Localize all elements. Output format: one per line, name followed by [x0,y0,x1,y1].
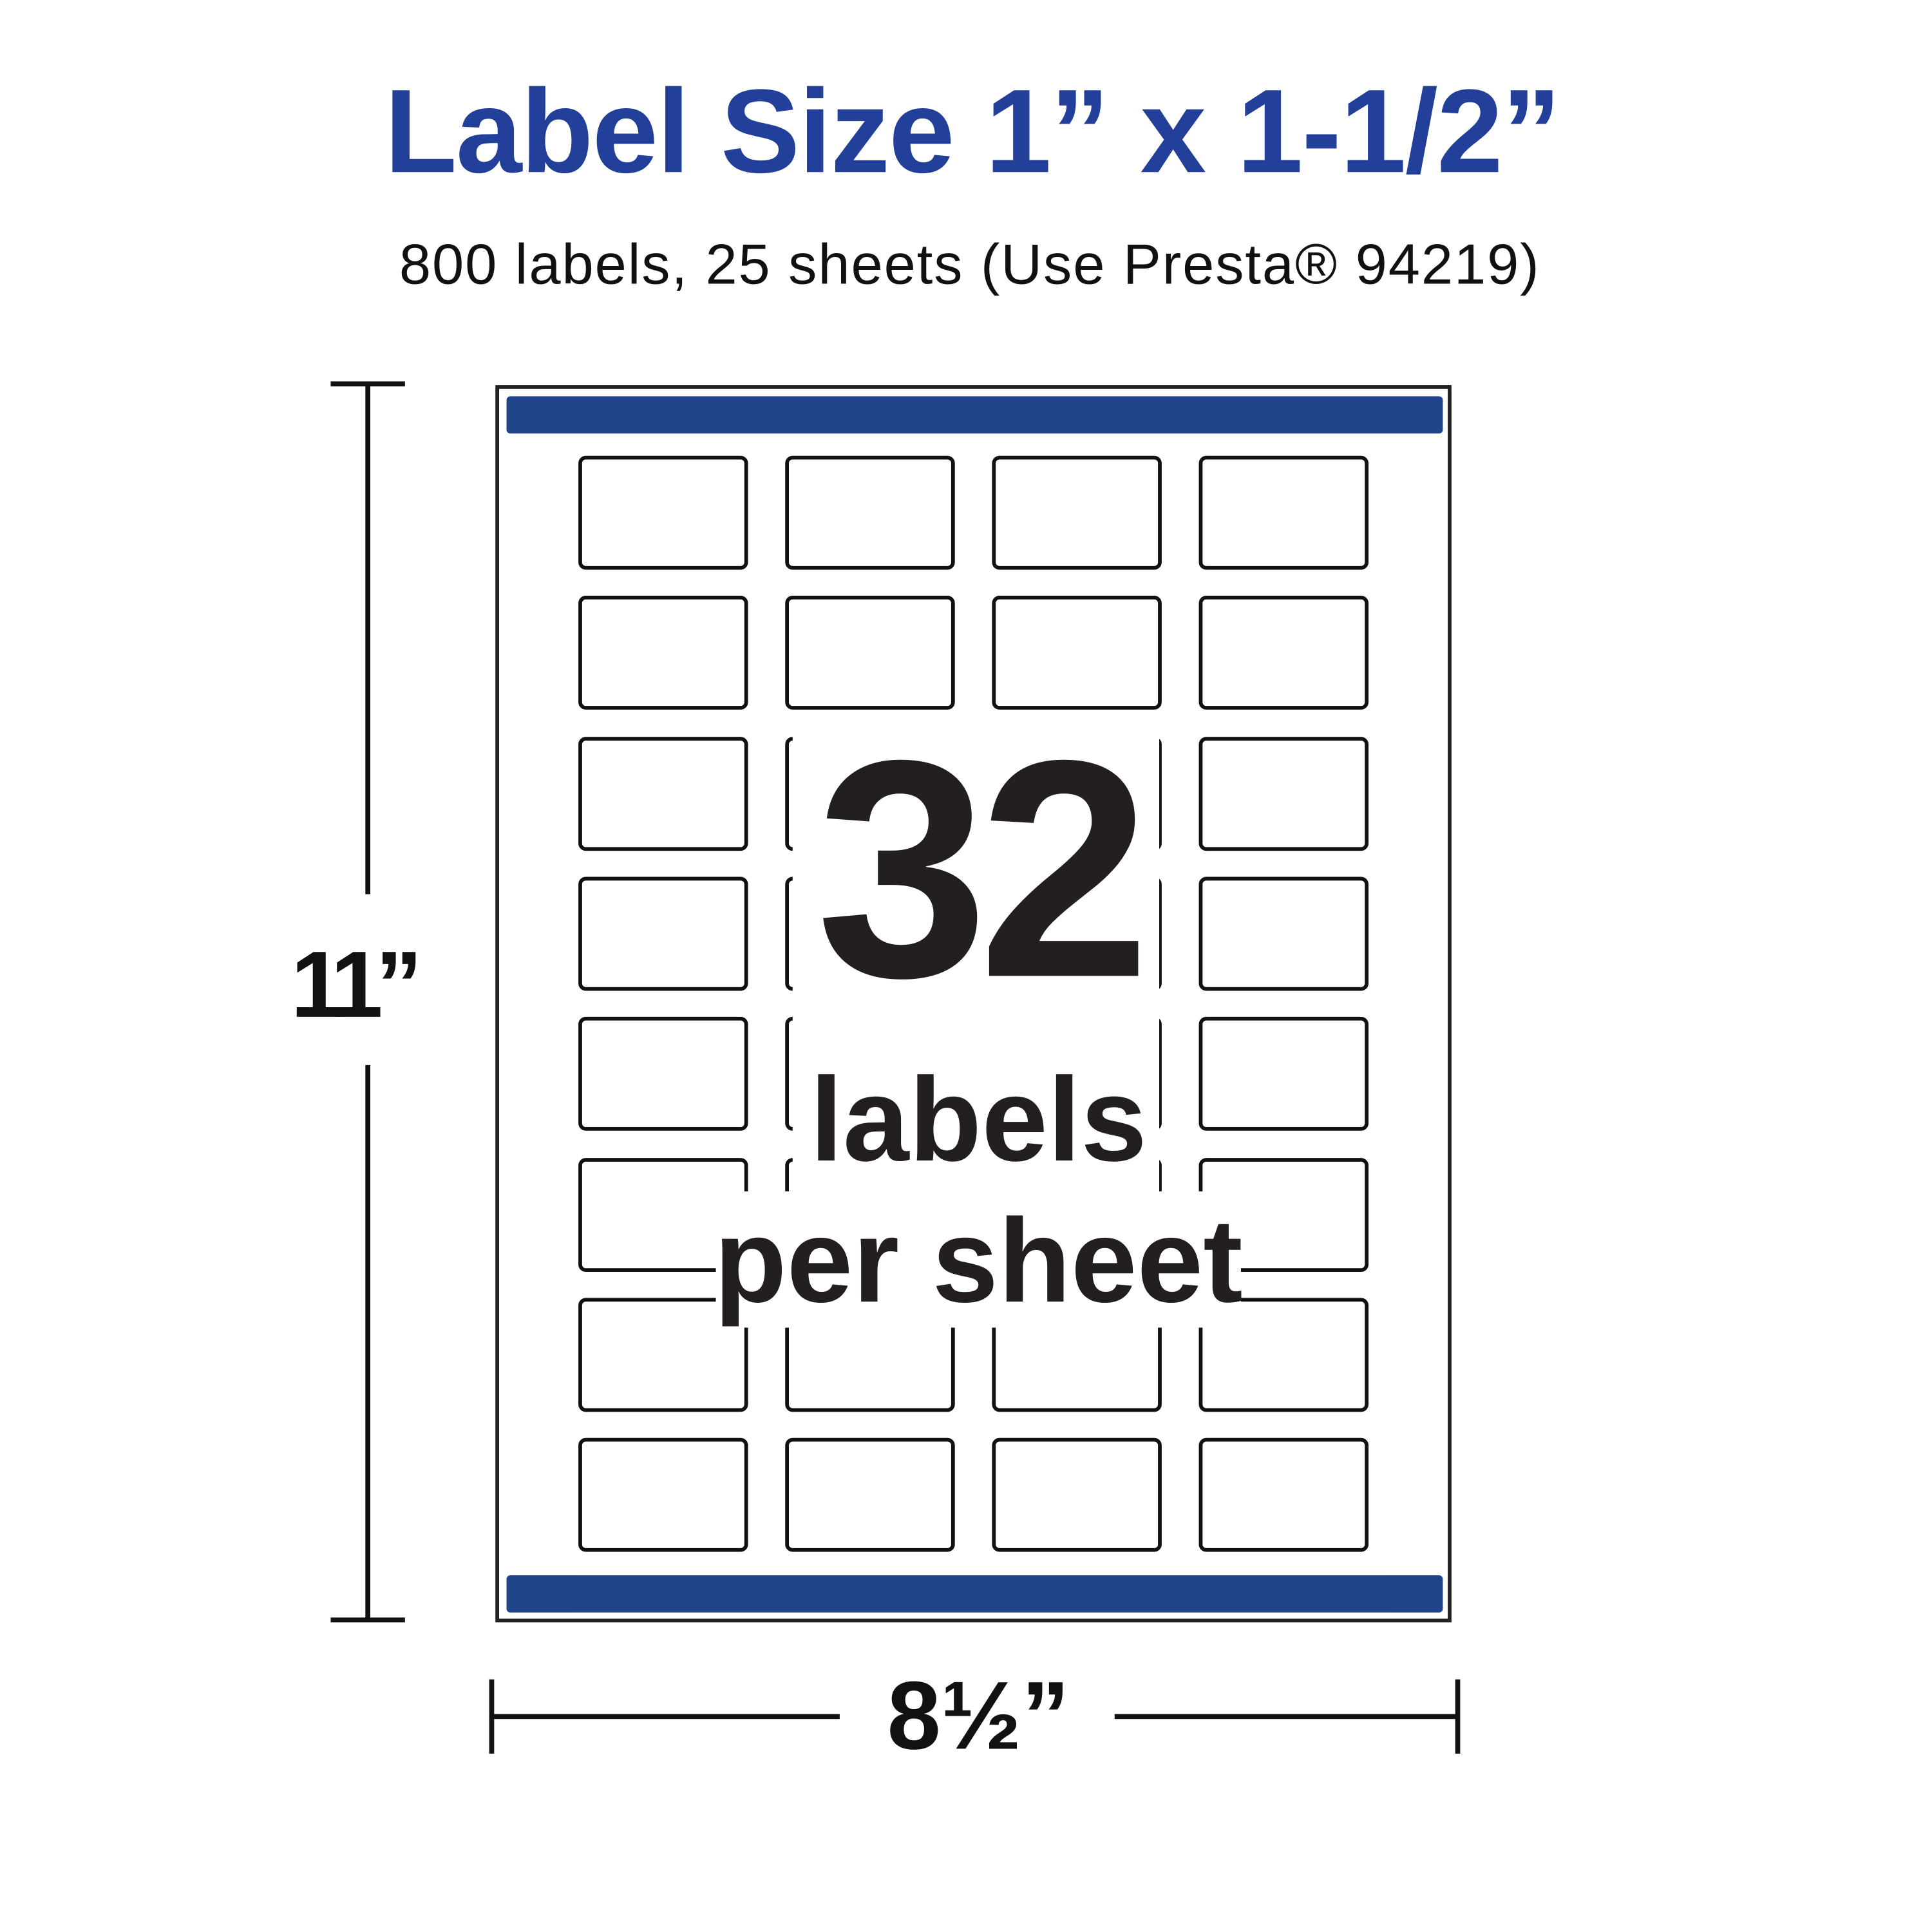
height-dimension-line-bottom [365,1065,371,1620]
height-dimension-label: 11” [290,933,423,1038]
width-dimension-line-left [491,1714,840,1719]
bottom-margin-bar [506,1575,1443,1613]
label-cell [992,596,1162,710]
label-count-text-2: per sheet [714,1195,1243,1328]
label-cell [992,455,1162,570]
label-cell [785,455,955,570]
label-cell [1198,736,1369,851]
label-cell [578,596,748,710]
top-margin-bar [506,396,1443,434]
label-cell [1198,455,1369,570]
page-title: Label Size 1” x 1-1/2” [384,65,1561,198]
label-cell [1198,1437,1369,1552]
label-cell [578,1017,748,1132]
width-dimension-right-cap [1455,1679,1461,1754]
count-backdrop [792,718,1160,1195]
label-cell [992,1437,1162,1552]
height-dimension-bottom-cap [330,1617,405,1623]
height-dimension-line-top [365,384,371,895]
count-backdrop-2 [715,1191,1241,1328]
width-dimension-label: 8½” [887,1660,1070,1770]
label-cell [578,736,748,851]
label-count-text: labels [810,1054,1147,1187]
label-cell [578,876,748,991]
label-cell [1198,876,1369,991]
label-cell [785,596,955,710]
label-cell [1198,1017,1369,1132]
label-cell [578,1437,748,1552]
label-cell [785,1437,955,1552]
width-dimension-line-right [1114,1714,1458,1719]
label-cell [578,455,748,570]
subtitle: 800 labels, 25 sheets (Use Presta® 94219… [399,231,1540,296]
label-count-number: 32 [816,696,1150,1042]
label-cell [1198,596,1369,710]
